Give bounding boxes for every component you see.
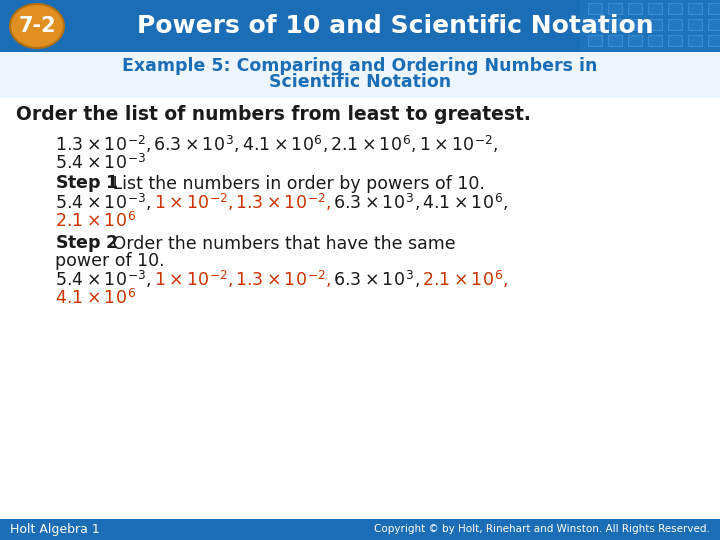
Text: $1 \times 10$: $1 \times 10$ bbox=[419, 136, 474, 154]
Text: $^{6}$: $^{6}$ bbox=[494, 271, 503, 289]
Bar bbox=[708, 19, 720, 30]
Text: $4.1 \times 10$: $4.1 \times 10$ bbox=[422, 194, 494, 212]
Text: Order the numbers that have the same: Order the numbers that have the same bbox=[107, 235, 456, 253]
Text: ,: , bbox=[234, 136, 240, 154]
Text: ,: , bbox=[146, 194, 151, 212]
Text: Order the list of numbers from least to greatest.: Order the list of numbers from least to … bbox=[16, 105, 531, 125]
Text: $^{-3}$: $^{-3}$ bbox=[127, 154, 146, 172]
Bar bbox=[580, 0, 720, 52]
Text: $^{6}$: $^{6}$ bbox=[127, 212, 136, 230]
Text: $6.3 \times 10$: $6.3 \times 10$ bbox=[153, 136, 225, 154]
Bar bbox=[628, 19, 642, 30]
Text: $^{-2}$: $^{-2}$ bbox=[474, 136, 493, 154]
Text: $^{-2}$: $^{-2}$ bbox=[209, 194, 228, 212]
Text: $^{3}$: $^{3}$ bbox=[405, 271, 414, 289]
Text: $5.4 \times 10$: $5.4 \times 10$ bbox=[55, 194, 127, 212]
Bar bbox=[0, 519, 720, 540]
Bar bbox=[628, 35, 642, 46]
Bar bbox=[708, 3, 720, 14]
Bar bbox=[668, 3, 682, 14]
Bar bbox=[0, 0, 720, 52]
Text: $4.1 \times 10$: $4.1 \times 10$ bbox=[55, 289, 127, 307]
Text: $\bf{Step\ 1}$: $\bf{Step\ 1}$ bbox=[55, 173, 119, 194]
Bar bbox=[628, 3, 642, 14]
Text: ,: , bbox=[503, 194, 508, 212]
Text: $5.4 \times 10$: $5.4 \times 10$ bbox=[55, 154, 127, 172]
Bar bbox=[668, 35, 682, 46]
Bar bbox=[588, 3, 602, 14]
Bar bbox=[588, 19, 602, 30]
Bar bbox=[708, 35, 720, 46]
Bar bbox=[688, 35, 702, 46]
Text: $2.1 \times 10$: $2.1 \times 10$ bbox=[422, 271, 494, 289]
Text: Powers of 10 and Scientific Notation: Powers of 10 and Scientific Notation bbox=[137, 14, 653, 38]
Text: $4.1 \times 10$: $4.1 \times 10$ bbox=[242, 136, 313, 154]
Text: $1 \times 10$: $1 \times 10$ bbox=[153, 271, 209, 289]
Text: $^{-3}$: $^{-3}$ bbox=[127, 194, 146, 212]
Bar bbox=[608, 35, 622, 46]
Text: $^{-2}$: $^{-2}$ bbox=[307, 271, 326, 289]
Ellipse shape bbox=[10, 4, 64, 48]
Text: power of 10.: power of 10. bbox=[55, 252, 165, 270]
Text: $1.3 \times 10$: $1.3 \times 10$ bbox=[55, 136, 127, 154]
Text: List the numbers in order by powers of 10.: List the numbers in order by powers of 1… bbox=[107, 175, 485, 193]
Text: ,: , bbox=[145, 136, 151, 154]
Text: ,: , bbox=[503, 271, 508, 289]
Text: ,: , bbox=[228, 194, 233, 212]
Text: $1.3 \times 10$: $1.3 \times 10$ bbox=[235, 194, 307, 212]
Text: ,: , bbox=[414, 271, 420, 289]
Text: $^{-2}$: $^{-2}$ bbox=[127, 136, 145, 154]
Text: Scientific Notation: Scientific Notation bbox=[269, 73, 451, 91]
Text: $6.3 \times 10$: $6.3 \times 10$ bbox=[333, 271, 405, 289]
Text: $^{-3}$: $^{-3}$ bbox=[127, 271, 146, 289]
Text: $^{6}$: $^{6}$ bbox=[313, 136, 323, 154]
Bar bbox=[608, 19, 622, 30]
Text: $^{-2}$: $^{-2}$ bbox=[307, 194, 326, 212]
Text: ,: , bbox=[493, 136, 498, 154]
Text: $5.4 \times 10$: $5.4 \times 10$ bbox=[55, 271, 127, 289]
Text: ,: , bbox=[146, 271, 151, 289]
Bar bbox=[688, 19, 702, 30]
Text: ,: , bbox=[411, 136, 417, 154]
Text: ,: , bbox=[326, 271, 331, 289]
Bar bbox=[648, 19, 662, 30]
Text: $2.1 \times 10$: $2.1 \times 10$ bbox=[55, 212, 127, 230]
Text: $2.1 \times 10$: $2.1 \times 10$ bbox=[330, 136, 402, 154]
Text: Example 5: Comparing and Ordering Numbers in: Example 5: Comparing and Ordering Number… bbox=[122, 57, 598, 75]
Text: Copyright © by Holt, Rinehart and Winston. All Rights Reserved.: Copyright © by Holt, Rinehart and Winsto… bbox=[374, 524, 710, 535]
Bar bbox=[688, 3, 702, 14]
Text: ,: , bbox=[323, 136, 328, 154]
Text: $^{6}$: $^{6}$ bbox=[402, 136, 411, 154]
Text: Holt Algebra 1: Holt Algebra 1 bbox=[10, 523, 100, 536]
Bar bbox=[0, 52, 720, 98]
Bar bbox=[668, 19, 682, 30]
Text: $1 \times 10$: $1 \times 10$ bbox=[153, 194, 209, 212]
Bar bbox=[608, 3, 622, 14]
Bar bbox=[588, 35, 602, 46]
Text: $6.3 \times 10$: $6.3 \times 10$ bbox=[333, 194, 405, 212]
Text: $^{3}$: $^{3}$ bbox=[225, 136, 234, 154]
Text: ,: , bbox=[228, 271, 233, 289]
Bar bbox=[648, 35, 662, 46]
Text: $^{3}$: $^{3}$ bbox=[405, 194, 414, 212]
Text: 7-2: 7-2 bbox=[18, 16, 56, 36]
Bar bbox=[648, 3, 662, 14]
Text: ,: , bbox=[326, 194, 331, 212]
Text: $\bf{Step\ 2}$: $\bf{Step\ 2}$ bbox=[55, 233, 118, 254]
Text: $^{6}$: $^{6}$ bbox=[494, 194, 503, 212]
Text: $^{-2}$: $^{-2}$ bbox=[209, 271, 228, 289]
Text: $1.3 \times 10$: $1.3 \times 10$ bbox=[235, 271, 307, 289]
Text: $^{6}$: $^{6}$ bbox=[127, 289, 136, 307]
Text: ,: , bbox=[414, 194, 420, 212]
